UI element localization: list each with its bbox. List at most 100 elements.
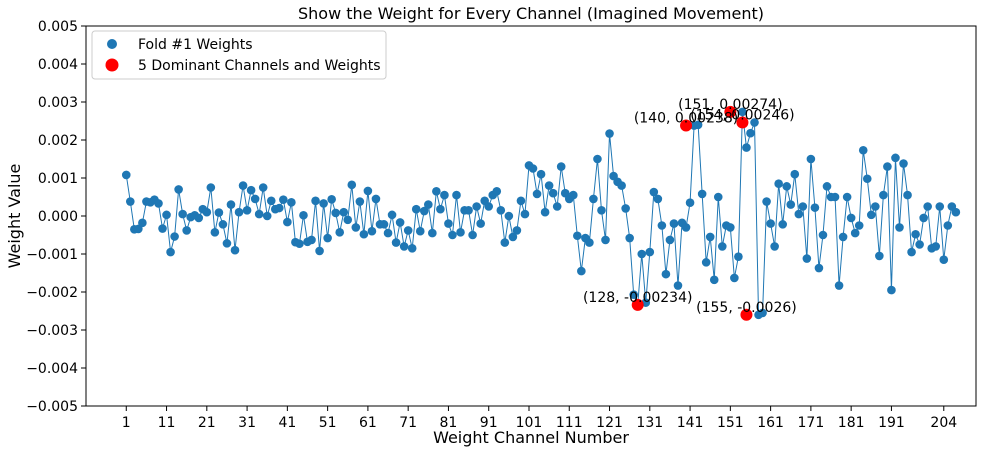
- y-tick-label: 0.003: [38, 95, 78, 111]
- data-point: [923, 202, 932, 211]
- data-point: [657, 221, 667, 230]
- y-tick-label: −0.004: [26, 361, 78, 377]
- data-point: [440, 190, 449, 200]
- data-point: [363, 186, 373, 196]
- x-tick-label: 101: [516, 415, 543, 431]
- data-point: [693, 120, 703, 130]
- data-point: [182, 226, 191, 235]
- data-point: [709, 275, 719, 285]
- data-point: [943, 221, 953, 230]
- x-tick-label: 71: [399, 415, 417, 431]
- data-point: [428, 228, 437, 238]
- data-point: [862, 174, 872, 184]
- data-point: [726, 223, 735, 232]
- y-axis-ticks: −0.005 −0.004 −0.003 −0.002 −0.001 0.000 0.001…: [26, 19, 86, 415]
- data-point: [766, 219, 775, 228]
- data-point: [552, 202, 562, 211]
- data-point: [299, 210, 308, 220]
- data-point: [343, 215, 353, 225]
- legend-label-fold-weights: Fold #1 Weights: [138, 37, 253, 53]
- data-point: [734, 252, 743, 261]
- y-tick-label: 0.001: [38, 171, 78, 187]
- data-point: [935, 202, 945, 211]
- data-point: [287, 198, 296, 207]
- data-point: [371, 194, 381, 204]
- dominant-point-label: (128, -0.00234): [583, 290, 693, 306]
- y-tick-label: 0.005: [38, 19, 78, 35]
- data-point: [774, 179, 783, 188]
- data-point: [540, 207, 550, 217]
- dominant-point: [724, 105, 737, 118]
- data-point: [625, 233, 634, 243]
- x-tick-label: 31: [238, 415, 256, 431]
- x-tick-label: 91: [480, 415, 498, 431]
- data-point: [939, 255, 949, 264]
- series-dominant-channels: [631, 105, 753, 321]
- data-point: [593, 154, 602, 164]
- x-axis-ticks: 1 11 21 31 41 51 61 71 81 91 101 111 121 131 141 151 161…: [122, 406, 957, 431]
- legend-marker-fold-weights: [107, 39, 117, 49]
- data-point: [794, 209, 804, 219]
- data-point: [170, 232, 179, 241]
- x-tick-label: 81: [440, 415, 458, 431]
- data-point: [158, 224, 167, 233]
- y-tick-label: −0.001: [26, 247, 78, 263]
- data-point: [238, 181, 248, 190]
- data-point: [242, 206, 252, 215]
- data-point: [492, 187, 502, 196]
- data-point: [323, 233, 332, 243]
- data-point: [395, 218, 405, 227]
- data-point: [597, 206, 606, 215]
- data-point: [850, 228, 860, 238]
- data-point: [544, 181, 554, 190]
- data-point: [500, 238, 510, 247]
- data-point: [484, 202, 494, 211]
- data-point: [951, 207, 961, 217]
- data-point: [126, 197, 135, 206]
- data-point: [649, 187, 659, 197]
- data-point: [931, 242, 941, 251]
- x-tick-label: 21: [198, 415, 216, 431]
- legend-box: [91, 30, 387, 80]
- data-point: [730, 273, 739, 283]
- y-tick-label: 0.004: [38, 57, 78, 73]
- data-point: [214, 208, 224, 217]
- data-point: [508, 232, 518, 242]
- data-point: [424, 200, 433, 209]
- data-point: [355, 197, 365, 206]
- data-point: [262, 211, 272, 221]
- data-point: [645, 247, 655, 257]
- data-point: [234, 207, 244, 217]
- data-point: [387, 210, 397, 220]
- data-point: [383, 228, 393, 238]
- data-point: [665, 235, 675, 245]
- data-point: [605, 129, 614, 138]
- data-point: [911, 229, 920, 239]
- data-point: [347, 180, 357, 190]
- data-point: [206, 183, 216, 192]
- data-point: [806, 154, 816, 164]
- dominant-point: [631, 298, 644, 311]
- data-point: [359, 229, 369, 239]
- data-point: [222, 239, 232, 248]
- data-point: [536, 169, 546, 179]
- y-tick-label: 0.002: [38, 133, 78, 149]
- data-point: [230, 245, 240, 255]
- data-point: [887, 285, 896, 295]
- data-point: [419, 206, 429, 216]
- data-point: [456, 228, 465, 237]
- x-tick-label: 191: [878, 415, 905, 431]
- data-point: [315, 246, 324, 256]
- y-axis-label: Weight Value: [5, 164, 24, 269]
- data-point: [617, 181, 626, 190]
- data-point: [717, 242, 727, 251]
- x-tick-label: 141: [677, 415, 704, 431]
- data-point: [770, 242, 779, 251]
- dominant-point-label: (154, 0.00246): [690, 108, 794, 124]
- data-point: [907, 247, 916, 257]
- data-point: [903, 190, 912, 200]
- data-point: [210, 228, 220, 237]
- data-point: [331, 208, 340, 218]
- x-tick-label: 111: [556, 415, 583, 431]
